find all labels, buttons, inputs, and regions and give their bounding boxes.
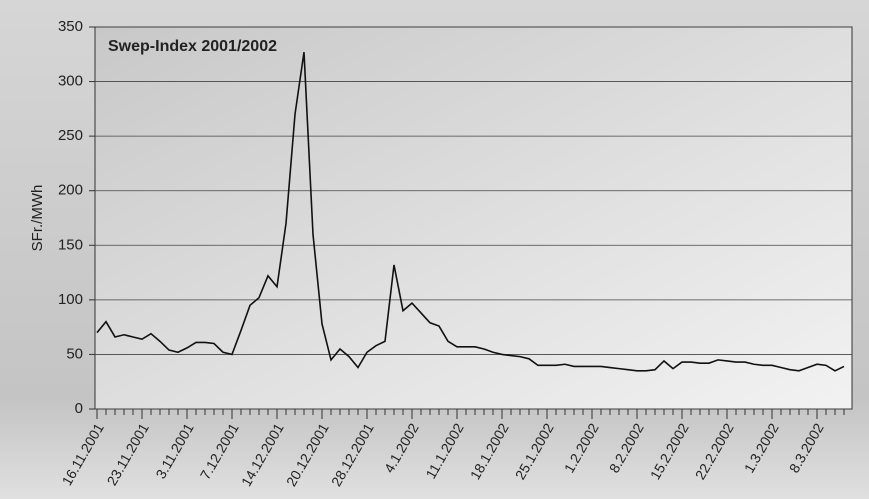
- y-axis-label: SFr./MWh: [29, 185, 46, 252]
- chart: Swep-Index 2001/2002 SFr./MWh 0 50 100 150 2…: [0, 0, 869, 499]
- chart-title: Swep-Index 2001/2002: [108, 38, 277, 55]
- y-tick-label: 300: [58, 73, 83, 90]
- y-tick-label: 100: [58, 291, 83, 308]
- plot-area: [95, 27, 852, 409]
- y-tick-label: 50: [66, 345, 83, 362]
- y-tick-label: 250: [58, 127, 83, 144]
- page: Swep-Index 2001/2002 SFr./MWh 0 50 100 150 2…: [0, 0, 869, 499]
- y-tick-label: 200: [58, 182, 83, 199]
- y-tick-label: 150: [58, 236, 83, 253]
- y-tick-label: 350: [58, 18, 83, 35]
- y-tick-label: 0: [75, 400, 83, 417]
